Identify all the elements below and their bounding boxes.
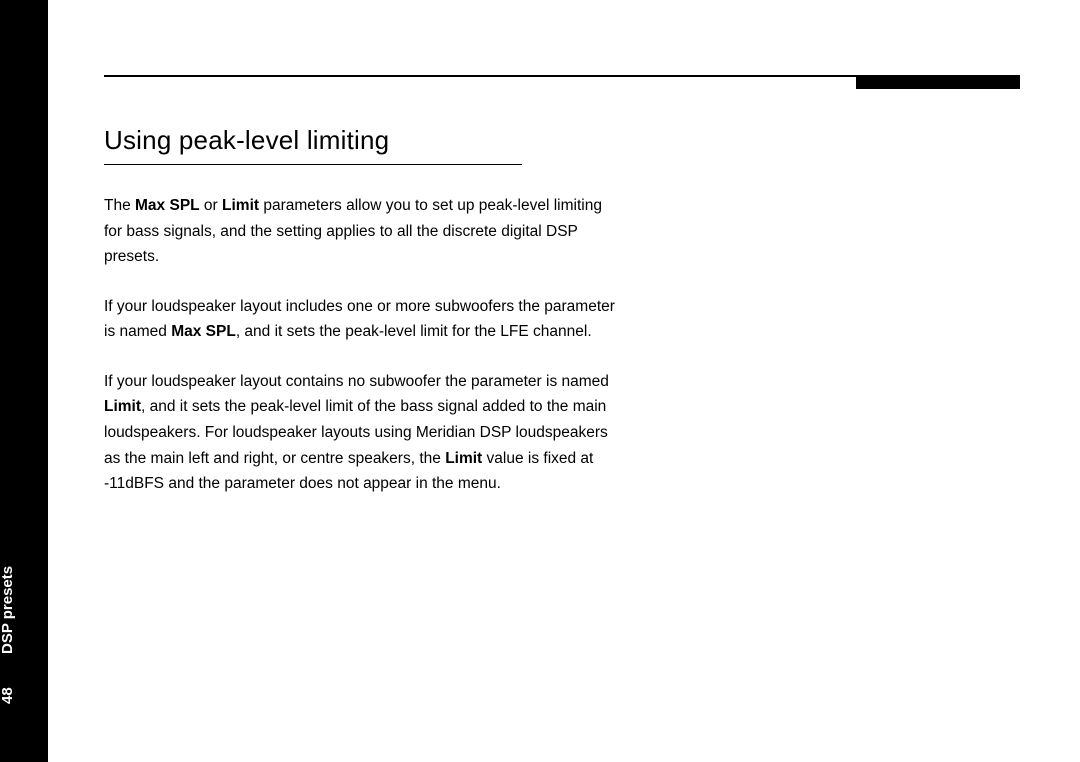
paragraph-1: The Max SPL or Limit parameters allow yo…	[104, 193, 624, 270]
bold-limit: Limit	[445, 450, 482, 467]
text: or	[200, 197, 222, 214]
page-content: Using peak-level limiting The Max SPL or…	[48, 0, 1080, 561]
sidebar-section-label: DSP presets	[0, 566, 16, 654]
top-rule	[104, 75, 1020, 77]
sidebar: DSP presets 48	[0, 0, 48, 762]
paragraph-3: If your loudspeaker layout contains no s…	[104, 369, 624, 497]
text: The	[104, 197, 135, 214]
text: , and it sets the peak-level limit for t…	[236, 323, 592, 340]
bold-limit: Limit	[104, 398, 141, 415]
page-number: 48	[0, 687, 16, 704]
paragraph-2: If your loudspeaker layout includes one …	[104, 294, 624, 345]
bold-max-spl: Max SPL	[135, 197, 200, 214]
text: If your loudspeaker layout contains no s…	[104, 373, 609, 390]
bold-limit: Limit	[222, 197, 259, 214]
bold-max-spl: Max SPL	[171, 323, 236, 340]
section-heading: Using peak-level limiting	[104, 125, 522, 165]
top-rule-accent	[856, 75, 1020, 89]
body-column: The Max SPL or Limit parameters allow yo…	[104, 193, 624, 497]
